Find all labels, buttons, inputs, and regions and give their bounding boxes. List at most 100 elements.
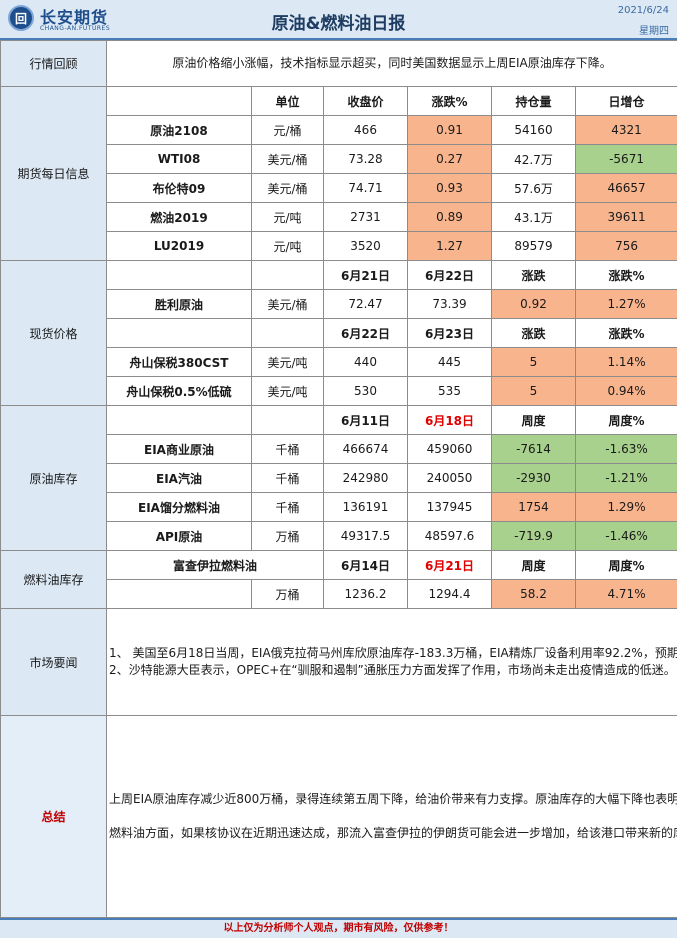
spot-pct: 1.14% — [574, 347, 677, 377]
crude-inv-name: EIA汽油 — [106, 463, 252, 493]
spot-header-row-2: 6月22日 6月23日 涨跌 涨跌% — [1, 318, 677, 348]
fuel-inv-name: 富查伊拉燃料油 — [106, 550, 324, 580]
spot-d2: 73.39 — [407, 289, 492, 319]
futures-name: LU2019 — [106, 231, 252, 261]
spot-header-d2: 6月23日 — [407, 318, 492, 348]
report-weekday: 星期四 — [639, 26, 669, 37]
table-row: 胜利原油 美元/桶 72.47 73.39 0.92 1.27% — [1, 289, 677, 319]
news-item-2: 2、沙特能源大臣表示，OPEC+在“驯服和遏制”通胀压力方面发挥了作用，市场尚未… — [109, 663, 677, 677]
spot-unit: 美元/吨 — [251, 347, 324, 377]
futures-oi-chg: -5671 — [574, 144, 677, 174]
futures-header-oi-chg: 日增仓 — [574, 86, 677, 116]
spot-label: 现货价格 — [0, 260, 107, 406]
spot-name: 舟山保税0.5%低硫 — [106, 376, 252, 406]
spot-unit: 美元/吨 — [251, 376, 324, 406]
futures-unit: 元/吨 — [251, 202, 324, 232]
crude-inv-name: EIA商业原油 — [106, 434, 252, 464]
crude-inv-chg: -719.9 — [491, 521, 576, 551]
fuel-inv-header-d1: 6月14日 — [323, 550, 408, 580]
news-text: 1、 美国至6月18日当周，EIA俄克拉荷马州库欣原油库存-183.3万桶，EI… — [105, 608, 677, 716]
table-row: 舟山保税380CST 美元/吨 440 445 5 1.14% — [1, 347, 677, 377]
spot-header-pct: 涨跌% — [574, 260, 677, 290]
futures-close: 2731 — [323, 202, 408, 232]
crude-inv-header-row: 原油库存 6月11日 6月18日 周度 周度% — [0, 405, 677, 551]
crude-inv-name: API原油 — [106, 521, 252, 551]
summary-paragraph-2: 燃料油方面，如果核协议在近期迅速达成，那流入富查伊拉的伊朗货可能会进一步增加，给… — [109, 826, 677, 840]
fuel-inv-blank — [106, 579, 252, 609]
crude-inv-header-pct: 周度% — [574, 405, 677, 435]
spot-d2: 445 — [407, 347, 492, 377]
spot-unit: 美元/桶 — [251, 289, 324, 319]
crude-inv-d2: 459060 — [407, 434, 492, 464]
futures-oi: 57.6万 — [491, 173, 576, 203]
futures-header-row: 期货每日信息 单位 收盘价 涨跌% 持仓量 日增仓 — [0, 86, 677, 261]
futures-close: 74.71 — [323, 173, 408, 203]
company-name: 长安期货 — [40, 8, 109, 27]
futures-oi: 43.1万 — [491, 202, 576, 232]
table-row: API原油 万桶 49317.5 48597.6 -719.9 -1.46% — [1, 521, 677, 551]
futures-header-blank — [106, 86, 252, 116]
spot-d1: 72.47 — [323, 289, 408, 319]
summary-spacer — [109, 808, 675, 825]
futures-header-chg: 涨跌% — [407, 86, 492, 116]
futures-close: 3520 — [323, 231, 408, 261]
crude-inv-d2: 240050 — [407, 463, 492, 493]
crude-inv-header-blank — [251, 405, 324, 435]
spot-name: 舟山保税380CST — [106, 347, 252, 377]
news-label: 市场要闻 — [0, 608, 107, 716]
futures-oi-chg: 39611 — [574, 202, 677, 232]
crude-inv-chg: -2930 — [491, 463, 576, 493]
fuel-inv-d2: 1294.4 — [407, 579, 492, 609]
table-row: WTI08 美元/桶 73.28 0.27 42.7万 -5671 — [1, 144, 677, 174]
crude-inv-pct: -1.63% — [574, 434, 677, 464]
futures-close: 466 — [323, 115, 408, 145]
futures-chg: 0.93 — [407, 173, 492, 203]
futures-name: 布伦特09 — [106, 173, 252, 203]
spot-header-d1: 6月21日 — [323, 260, 408, 290]
fuel-inv-chg: 58.2 — [491, 579, 576, 609]
review-text: 原油价格缩小涨幅，技术指标显示超买，同时美国数据显示上周EIA原油库存下降。 — [105, 40, 677, 87]
spot-d1: 440 — [323, 347, 408, 377]
spot-header-chg: 涨跌 — [491, 318, 576, 348]
table-row: 原油2108 元/桶 466 0.91 54160 4321 — [1, 115, 677, 145]
futures-name: WTI08 — [106, 144, 252, 174]
spot-header-d2: 6月22日 — [407, 260, 492, 290]
spot-chg: 5 — [491, 376, 576, 406]
fuel-inv-pct: 4.71% — [574, 579, 677, 609]
spot-chg: 5 — [491, 347, 576, 377]
futures-unit: 元/吨 — [251, 231, 324, 261]
futures-oi-chg: 4321 — [574, 115, 677, 145]
summary-text: 上周EIA原油库存减少近800万桶，录得连续第五周下降，给油价带来有力支撑。原油… — [105, 715, 677, 918]
futures-oi-chg: 46657 — [574, 173, 677, 203]
news-row: 市场要闻 1、 美国至6月18日当周，EIA俄克拉荷马州库欣原油库存-183.3… — [0, 608, 677, 716]
fuel-inv-header-chg: 周度 — [491, 550, 576, 580]
futures-unit: 美元/桶 — [251, 144, 324, 174]
crude-inv-unit: 万桶 — [251, 521, 324, 551]
report-date: 2021/6/24 — [617, 5, 669, 16]
review-row: 行情回顾 原油价格缩小涨幅，技术指标显示超买，同时美国数据显示上周EIA原油库存… — [0, 40, 677, 87]
spot-header-blank — [106, 318, 252, 348]
futures-unit: 元/桶 — [251, 115, 324, 145]
fuel-inv-header-pct: 周度% — [574, 550, 677, 580]
futures-oi: 54160 — [491, 115, 576, 145]
spot-header-blank — [251, 260, 324, 290]
fuel-inv-unit: 万桶 — [251, 579, 324, 609]
crude-inv-pct: 1.29% — [574, 492, 677, 522]
crude-inv-name: EIA馏分燃料油 — [106, 492, 252, 522]
futures-header-close: 收盘价 — [323, 86, 408, 116]
crude-inv-label: 原油库存 — [0, 405, 107, 551]
crude-inv-d1: 49317.5 — [323, 521, 408, 551]
crude-inv-pct: -1.46% — [574, 521, 677, 551]
report-header: 回 长安期货 CHANG-AN.FUTURES 原油&燃料油日报 2021/6/… — [0, 0, 677, 40]
crude-inv-header-blank — [106, 405, 252, 435]
spot-d1: 530 — [323, 376, 408, 406]
crude-inv-header-chg: 周度 — [491, 405, 576, 435]
crude-inv-d2: 48597.6 — [407, 521, 492, 551]
futures-chg: 0.89 — [407, 202, 492, 232]
spot-chg: 0.92 — [491, 289, 576, 319]
summary-paragraph-1: 上周EIA原油库存减少近800万桶，录得连续第五周下降，给油价带来有力支撑。原油… — [109, 792, 677, 806]
crude-inv-unit: 千桶 — [251, 492, 324, 522]
futures-header-oi: 持仓量 — [491, 86, 576, 116]
fuel-inv-header-row: 燃料油库存 富查伊拉燃料油 6月14日 6月21日 周度 周度% — [0, 550, 677, 609]
futures-label: 期货每日信息 — [0, 86, 107, 261]
